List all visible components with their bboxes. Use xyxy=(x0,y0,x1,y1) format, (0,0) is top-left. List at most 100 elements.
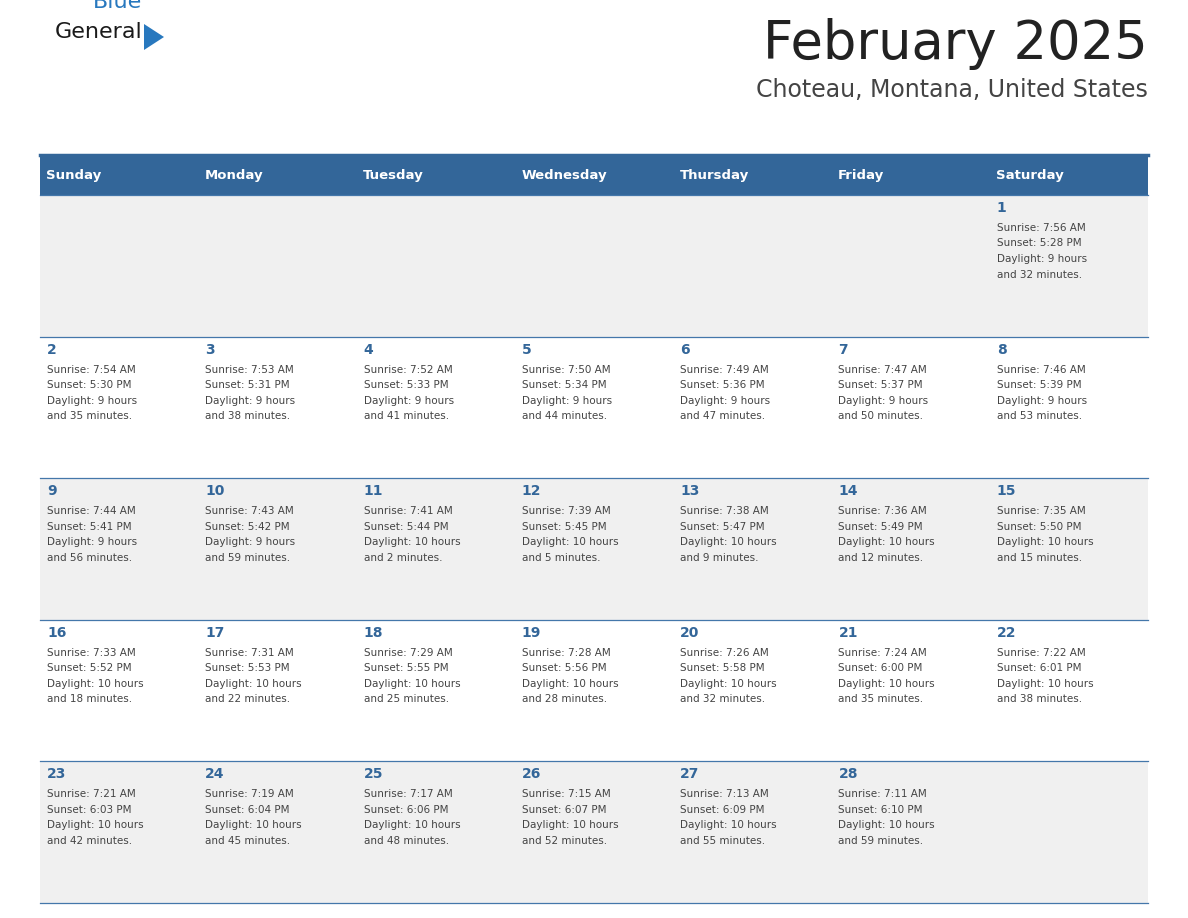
Bar xyxy=(514,155,674,195)
Bar xyxy=(356,761,514,903)
Bar xyxy=(198,620,356,761)
Text: Daylight: 10 hours: Daylight: 10 hours xyxy=(364,678,460,688)
Text: Sunrise: 7:11 AM: Sunrise: 7:11 AM xyxy=(839,789,927,800)
Bar xyxy=(40,337,198,478)
Text: Friday: Friday xyxy=(838,169,884,182)
Text: Daylight: 10 hours: Daylight: 10 hours xyxy=(522,678,619,688)
Text: Sunrise: 7:13 AM: Sunrise: 7:13 AM xyxy=(681,789,769,800)
Text: and 42 minutes.: and 42 minutes. xyxy=(48,836,132,845)
Bar xyxy=(832,620,990,761)
Text: Sunset: 6:06 PM: Sunset: 6:06 PM xyxy=(364,805,448,815)
Text: and 28 minutes.: and 28 minutes. xyxy=(522,694,607,704)
Text: Sunrise: 7:50 AM: Sunrise: 7:50 AM xyxy=(522,364,611,375)
Text: Choteau, Montana, United States: Choteau, Montana, United States xyxy=(756,78,1148,102)
Text: Sunrise: 7:19 AM: Sunrise: 7:19 AM xyxy=(206,789,295,800)
Text: Sunset: 5:36 PM: Sunset: 5:36 PM xyxy=(681,380,765,390)
Text: Daylight: 10 hours: Daylight: 10 hours xyxy=(206,821,302,831)
Bar xyxy=(356,337,514,478)
Text: Daylight: 9 hours: Daylight: 9 hours xyxy=(206,537,296,547)
Text: and 35 minutes.: and 35 minutes. xyxy=(48,411,132,421)
Text: Sunday: Sunday xyxy=(46,169,102,182)
Text: Sunset: 5:52 PM: Sunset: 5:52 PM xyxy=(48,664,132,673)
Bar xyxy=(674,155,832,195)
Bar xyxy=(40,761,198,903)
Text: Sunset: 5:39 PM: Sunset: 5:39 PM xyxy=(997,380,1081,390)
Text: Sunset: 6:03 PM: Sunset: 6:03 PM xyxy=(48,805,132,815)
Bar xyxy=(514,195,674,337)
Text: Sunset: 5:58 PM: Sunset: 5:58 PM xyxy=(681,664,765,673)
Text: Sunrise: 7:15 AM: Sunrise: 7:15 AM xyxy=(522,789,611,800)
Text: 28: 28 xyxy=(839,767,858,781)
Text: Sunrise: 7:41 AM: Sunrise: 7:41 AM xyxy=(364,506,453,516)
Text: 22: 22 xyxy=(997,626,1016,640)
Text: Tuesday: Tuesday xyxy=(362,169,424,182)
Bar xyxy=(198,155,356,195)
Text: Sunset: 5:56 PM: Sunset: 5:56 PM xyxy=(522,664,607,673)
Text: and 59 minutes.: and 59 minutes. xyxy=(206,553,290,563)
Text: Sunset: 5:49 PM: Sunset: 5:49 PM xyxy=(839,521,923,532)
Text: Sunrise: 7:39 AM: Sunrise: 7:39 AM xyxy=(522,506,611,516)
Text: Saturday: Saturday xyxy=(996,169,1063,182)
Text: and 47 minutes.: and 47 minutes. xyxy=(681,411,765,421)
Text: Daylight: 9 hours: Daylight: 9 hours xyxy=(522,396,612,406)
Text: Sunrise: 7:54 AM: Sunrise: 7:54 AM xyxy=(48,364,135,375)
Text: Daylight: 9 hours: Daylight: 9 hours xyxy=(206,396,296,406)
Text: and 25 minutes.: and 25 minutes. xyxy=(364,694,449,704)
Text: 5: 5 xyxy=(522,342,531,356)
Text: and 38 minutes.: and 38 minutes. xyxy=(206,411,290,421)
Text: and 32 minutes.: and 32 minutes. xyxy=(681,694,765,704)
Text: Sunset: 5:41 PM: Sunset: 5:41 PM xyxy=(48,521,132,532)
Text: and 56 minutes.: and 56 minutes. xyxy=(48,553,132,563)
Text: 21: 21 xyxy=(839,626,858,640)
Bar xyxy=(356,155,514,195)
Bar xyxy=(990,337,1148,478)
Text: Sunset: 5:45 PM: Sunset: 5:45 PM xyxy=(522,521,607,532)
Text: Sunset: 5:31 PM: Sunset: 5:31 PM xyxy=(206,380,290,390)
Text: Sunset: 5:53 PM: Sunset: 5:53 PM xyxy=(206,664,290,673)
Text: 14: 14 xyxy=(839,484,858,498)
Text: 6: 6 xyxy=(681,342,690,356)
Text: Daylight: 10 hours: Daylight: 10 hours xyxy=(522,537,619,547)
Bar xyxy=(990,195,1148,337)
Text: Daylight: 10 hours: Daylight: 10 hours xyxy=(681,537,777,547)
Text: and 5 minutes.: and 5 minutes. xyxy=(522,553,600,563)
Text: Daylight: 10 hours: Daylight: 10 hours xyxy=(839,537,935,547)
Text: 27: 27 xyxy=(681,767,700,781)
Text: Sunset: 6:04 PM: Sunset: 6:04 PM xyxy=(206,805,290,815)
Bar xyxy=(674,620,832,761)
Text: Sunrise: 7:46 AM: Sunrise: 7:46 AM xyxy=(997,364,1086,375)
Text: and 35 minutes.: and 35 minutes. xyxy=(839,694,923,704)
Bar xyxy=(514,478,674,620)
Text: Sunrise: 7:52 AM: Sunrise: 7:52 AM xyxy=(364,364,453,375)
Text: and 45 minutes.: and 45 minutes. xyxy=(206,836,290,845)
Text: 23: 23 xyxy=(48,767,67,781)
Text: Daylight: 9 hours: Daylight: 9 hours xyxy=(364,396,454,406)
Text: Sunset: 5:55 PM: Sunset: 5:55 PM xyxy=(364,664,448,673)
Text: Sunset: 5:33 PM: Sunset: 5:33 PM xyxy=(364,380,448,390)
Bar xyxy=(990,478,1148,620)
Text: Sunset: 5:37 PM: Sunset: 5:37 PM xyxy=(839,380,923,390)
Text: 17: 17 xyxy=(206,626,225,640)
Bar xyxy=(990,761,1148,903)
Text: and 32 minutes.: and 32 minutes. xyxy=(997,270,1082,279)
Text: Daylight: 10 hours: Daylight: 10 hours xyxy=(48,678,144,688)
Text: Daylight: 9 hours: Daylight: 9 hours xyxy=(48,396,137,406)
Text: Monday: Monday xyxy=(204,169,264,182)
Text: Sunrise: 7:56 AM: Sunrise: 7:56 AM xyxy=(997,223,1086,233)
Text: Sunset: 5:50 PM: Sunset: 5:50 PM xyxy=(997,521,1081,532)
Text: and 9 minutes.: and 9 minutes. xyxy=(681,553,759,563)
Bar xyxy=(514,337,674,478)
Text: 2: 2 xyxy=(48,342,57,356)
Text: Blue: Blue xyxy=(93,0,143,12)
Text: and 44 minutes.: and 44 minutes. xyxy=(522,411,607,421)
Text: Sunrise: 7:35 AM: Sunrise: 7:35 AM xyxy=(997,506,1086,516)
Text: 16: 16 xyxy=(48,626,67,640)
Bar xyxy=(832,155,990,195)
Text: Thursday: Thursday xyxy=(680,169,748,182)
Text: Daylight: 9 hours: Daylight: 9 hours xyxy=(48,537,137,547)
Text: Sunrise: 7:49 AM: Sunrise: 7:49 AM xyxy=(681,364,769,375)
Text: Sunset: 5:28 PM: Sunset: 5:28 PM xyxy=(997,239,1081,249)
Bar xyxy=(990,155,1148,195)
Bar xyxy=(198,337,356,478)
Text: February 2025: February 2025 xyxy=(763,18,1148,70)
